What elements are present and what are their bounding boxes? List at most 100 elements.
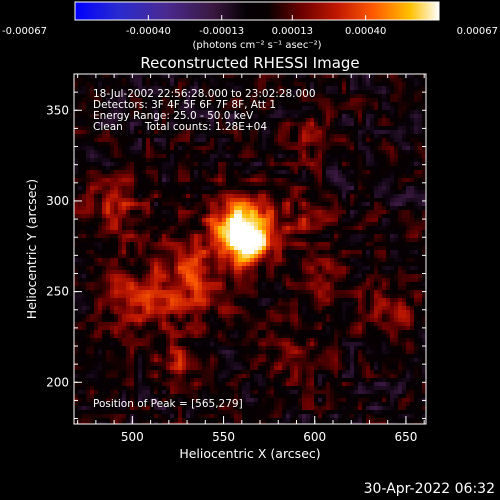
heatmap-pixel (310, 270, 315, 275)
heatmap-pixel (318, 262, 323, 267)
heatmap-pixel (122, 194, 127, 199)
heatmap-pixel (110, 206, 115, 211)
heatmap-pixel (118, 122, 123, 127)
heatmap-pixel (298, 126, 303, 131)
heatmap-pixel (214, 126, 219, 131)
heatmap-pixel (114, 118, 119, 123)
heatmap-pixel (130, 270, 135, 275)
heatmap-pixel (214, 146, 219, 151)
heatmap-pixel (418, 270, 423, 275)
heatmap-pixel (114, 138, 119, 143)
heatmap-pixel (370, 150, 375, 155)
heatmap-pixel (222, 206, 227, 211)
heatmap-pixel (370, 94, 375, 99)
heatmap-pixel (378, 102, 383, 107)
heatmap-pixel (350, 106, 355, 111)
heatmap-pixel (302, 286, 307, 291)
heatmap-pixel (358, 78, 363, 83)
heatmap-pixel (414, 218, 419, 223)
heatmap-pixel (154, 270, 159, 275)
heatmap-pixel (262, 82, 267, 87)
heatmap-pixel (174, 174, 179, 179)
heatmap-pixel (370, 126, 375, 131)
heatmap-pixel (298, 146, 303, 151)
heatmap-pixel (178, 274, 183, 279)
heatmap-pixel (262, 290, 267, 295)
heatmap-pixel (214, 78, 219, 83)
heatmap-pixel (222, 98, 227, 103)
heatmap-pixel (242, 126, 247, 131)
heatmap-pixel (342, 278, 347, 283)
heatmap-pixel (86, 154, 91, 159)
heatmap-pixel (178, 298, 183, 303)
heatmap-pixel (242, 178, 247, 183)
heatmap-pixel (390, 194, 395, 199)
heatmap-pixel (294, 194, 299, 199)
heatmap-pixel (306, 122, 311, 127)
heatmap-pixel (314, 186, 319, 191)
heatmap-pixel (194, 150, 199, 155)
heatmap-pixel (386, 274, 391, 279)
heatmap-pixel (326, 86, 331, 91)
heatmap-pixel (178, 86, 183, 91)
heatmap-pixel (178, 178, 183, 183)
heatmap-pixel (382, 230, 387, 235)
heatmap-pixel (414, 118, 419, 123)
heatmap-pixel (294, 282, 299, 287)
heatmap-pixel (138, 130, 143, 135)
heatmap-pixel (242, 278, 247, 283)
heatmap-pixel (126, 74, 131, 79)
heatmap-pixel (170, 98, 175, 103)
heatmap-pixel (266, 162, 271, 167)
heatmap-pixel (418, 94, 423, 99)
heatmap-pixel (222, 186, 227, 191)
heatmap-pixel (202, 238, 207, 243)
heatmap-pixel (106, 234, 111, 239)
heatmap-pixel (230, 286, 235, 291)
heatmap-pixel (406, 126, 411, 131)
heatmap-pixel (374, 246, 379, 251)
heatmap-pixel (146, 234, 151, 239)
heatmap-pixel (178, 106, 183, 111)
heatmap-pixel (126, 218, 131, 223)
heatmap-pixel (234, 102, 239, 107)
heatmap-pixel (418, 138, 423, 143)
heatmap-pixel (114, 130, 119, 135)
heatmap-pixel (246, 210, 251, 215)
heatmap-pixel (394, 190, 399, 195)
heatmap-pixel (306, 126, 311, 131)
heatmap-pixel (94, 214, 99, 219)
heatmap-pixel (266, 250, 271, 255)
heatmap-pixel (358, 170, 363, 175)
heatmap-pixel (238, 166, 243, 171)
heatmap-pixel (146, 274, 151, 279)
heatmap-pixel (318, 218, 323, 223)
heatmap-pixel (386, 94, 391, 99)
heatmap-pixel (250, 146, 255, 151)
heatmap-pixel (210, 278, 215, 283)
heatmap-pixel (382, 290, 387, 295)
heatmap-pixel (122, 210, 127, 215)
heatmap-pixel (78, 266, 83, 271)
heatmap-pixel (78, 114, 83, 119)
heatmap-pixel (354, 154, 359, 159)
heatmap-pixel (138, 114, 143, 119)
heatmap-pixel (298, 102, 303, 107)
heatmap-pixel (382, 154, 387, 159)
heatmap-pixel (406, 178, 411, 183)
heatmap-pixel (342, 98, 347, 103)
heatmap-pixel (170, 218, 175, 223)
heatmap-pixel (182, 230, 187, 235)
heatmap-pixel (154, 178, 159, 183)
heatmap-pixel (358, 134, 363, 139)
heatmap-pixel (350, 86, 355, 91)
heatmap-pixel (386, 278, 391, 283)
heatmap-pixel (366, 122, 371, 127)
heatmap-pixel (218, 150, 223, 155)
heatmap-pixel (398, 170, 403, 175)
heatmap-pixel (310, 182, 315, 187)
heatmap-pixel (202, 102, 207, 107)
heatmap-pixel (330, 122, 335, 127)
heatmap-pixel (310, 90, 315, 95)
heatmap-pixel (130, 210, 135, 215)
